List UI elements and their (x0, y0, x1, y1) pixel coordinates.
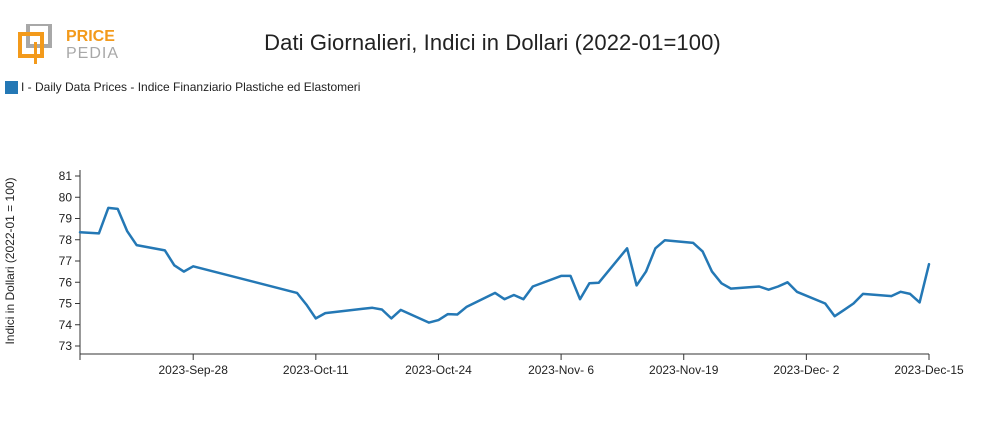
series-line (78, 206, 931, 324)
y-tick-label: 75 (59, 297, 73, 311)
axes: 73 74 75 76 77 78 79 80 81 2023-Sep-28 2023-Oct-11… (3, 169, 964, 377)
y-axis-title: Indici in Dollari (2022-01 = 100) (3, 177, 17, 344)
pricepedia-logo: PRICE PEDIA (18, 24, 119, 64)
logo-text-pedia: PEDIA (66, 45, 119, 62)
legend-swatch (5, 80, 18, 94)
y-tick-label: 76 (59, 275, 73, 289)
y-tick-label: 80 (59, 190, 73, 204)
y-tick-label: 81 (59, 169, 73, 183)
x-tick-label: 2023-Oct-24 (405, 363, 472, 377)
x-tick-label: 2023-Sep-28 (159, 363, 229, 377)
x-tick-label: 2023-Dec-15 (894, 363, 964, 377)
legend-label: I - Daily Data Prices - Indice Finanziar… (21, 80, 361, 94)
chart-title: Dati Giornalieri, Indici in Dollari (202… (264, 30, 721, 55)
x-tick-label: 2023-Dec- 2 (773, 363, 839, 377)
y-tick-label: 78 (59, 233, 73, 247)
y-tick-label: 77 (59, 254, 73, 268)
y-tick-label: 73 (59, 339, 73, 353)
legend[interactable]: I - Daily Data Prices - Indice Finanziar… (5, 80, 360, 94)
y-tick-label: 74 (59, 318, 73, 332)
x-tick-label: 2023-Nov-19 (649, 363, 719, 377)
x-tick-label: 2023-Nov- 6 (528, 363, 594, 377)
logo-mark-orange (18, 32, 44, 58)
logo-text-price: PRICE (66, 28, 115, 45)
y-tick-label: 79 (59, 212, 73, 226)
chart-marks (78, 206, 931, 324)
x-tick-label: 2023-Oct-11 (283, 363, 349, 377)
